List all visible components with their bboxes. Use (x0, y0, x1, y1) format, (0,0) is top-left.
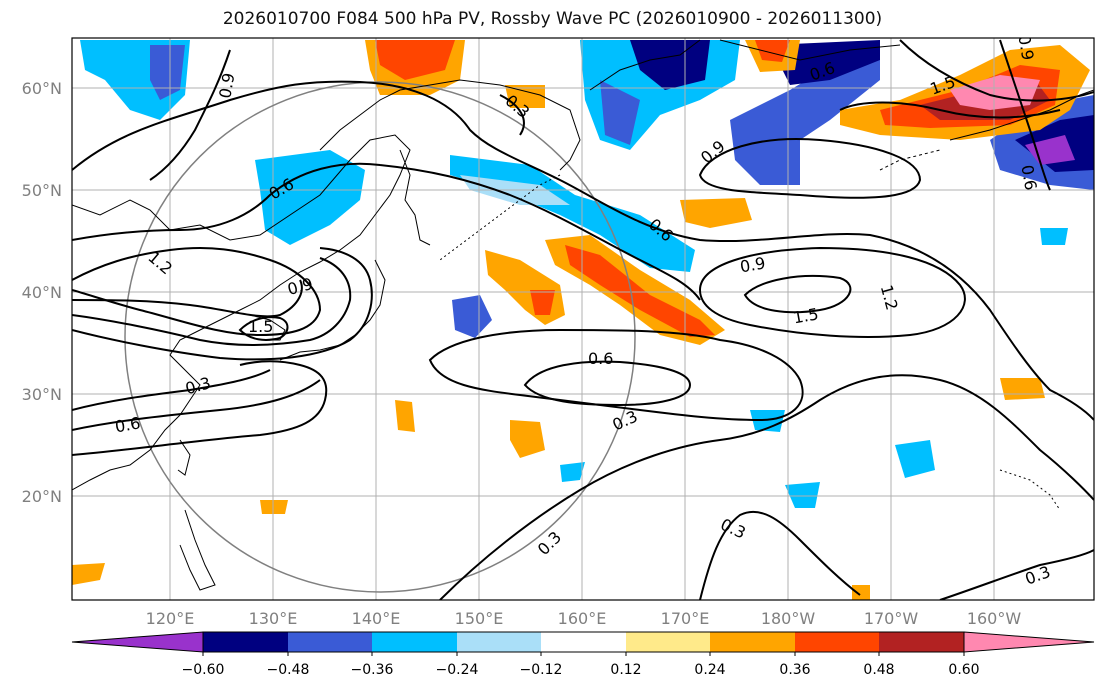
contour-label: 0.9 (1014, 33, 1037, 61)
anomaly-patch (680, 198, 752, 228)
x-axis-labels: 120°E 130°E 140°E 150°E 160°E 170°E 180°… (146, 609, 1022, 628)
y-tick-label: 50°N (22, 181, 62, 200)
anomaly-patch (730, 50, 880, 185)
contour-label: 0.6 (1017, 163, 1040, 191)
x-tick-label: 170°W (864, 609, 919, 628)
coastlines (72, 39, 1094, 591)
colorbar-segment (795, 632, 879, 652)
contour-label: 0.6 (113, 413, 141, 436)
colorbar-segment (626, 632, 710, 652)
colorbar-tick-label: −0.24 (436, 662, 479, 678)
colorbar-tick-label: −0.48 (267, 662, 310, 678)
anomaly-patch (1025, 135, 1075, 165)
pv-contours (72, 39, 1094, 600)
anomaly-patch (255, 150, 365, 245)
anomaly-patch (950, 75, 1040, 110)
y-tick-label: 60°N (22, 79, 62, 98)
y-axis-labels: 60°N 50°N 40°N 30°N 20°N (22, 79, 62, 506)
colorbar-tick-label: 0.24 (694, 662, 725, 678)
anomaly-patch (395, 400, 415, 432)
contour-label: 1.5 (792, 304, 820, 327)
anomaly-patch (785, 482, 820, 508)
contour-label: 0.9 (738, 253, 766, 276)
x-tick-label: 160°W (967, 609, 1022, 628)
anomaly-patch (852, 585, 870, 600)
colorbar-segment (288, 632, 372, 652)
colorbar: −0.60 −0.48 −0.36 −0.24 −0.12 0.12 0.24 … (71, 631, 1095, 678)
x-tick-label: 120°E (146, 609, 195, 628)
anomaly-patch (565, 245, 715, 337)
colorbar-segment (203, 632, 288, 652)
anomaly-patch (72, 563, 105, 585)
anomaly-patch (260, 500, 288, 514)
colorbar-tick-label: −0.12 (520, 662, 563, 678)
map-frame (71, 37, 1095, 601)
x-tick-label: 140°E (352, 609, 401, 628)
contour-label: 0.6 (588, 349, 613, 368)
y-tick-label: 40°N (22, 283, 62, 302)
colorbar-segment (541, 632, 626, 652)
anomaly-patch (600, 80, 640, 145)
anomaly-patch (630, 40, 710, 90)
colorbar-tick-label: −0.60 (182, 662, 225, 678)
anomaly-patch (150, 45, 185, 100)
shaded-anomalies (72, 40, 1094, 600)
x-tick-label: 160°E (558, 609, 607, 628)
anomaly-patch (510, 420, 545, 458)
anomaly-patch (1040, 228, 1068, 245)
anomaly-patch (755, 40, 790, 62)
y-tick-label: 30°N (22, 385, 62, 404)
reference-circle (124, 81, 636, 593)
graticule (72, 38, 1094, 600)
x-tick-label: 150°E (455, 609, 504, 628)
colorbar-tick-label: 0.12 (610, 662, 641, 678)
y-tick-label: 20°N (22, 487, 62, 506)
map-title: 2026010700 F084 500 hPa PV, Rossby Wave … (222, 9, 883, 29)
colorbar-under-arrow (71, 631, 204, 653)
anomaly-patch (1000, 378, 1045, 400)
colorbar-segment (372, 632, 457, 652)
anomaly-patch (895, 440, 935, 478)
x-tick-label: 170°E (661, 609, 710, 628)
colorbar-tick-label: 0.36 (779, 662, 810, 678)
x-tick-label: 180°W (761, 609, 816, 628)
anomaly-patch (530, 290, 555, 315)
anomaly-patch (560, 462, 585, 482)
anomaly-patch (505, 85, 545, 108)
anomaly-patch (750, 410, 785, 432)
contour-label: 0.9 (215, 71, 238, 99)
contour-label: 1.5 (248, 317, 273, 336)
colorbar-segment (879, 632, 964, 652)
colorbar-tick-label: 0.60 (948, 662, 979, 678)
colorbar-over-arrow (963, 631, 1095, 653)
anomaly-patch (452, 295, 492, 338)
colorbar-segment (710, 632, 795, 652)
colorbar-tick-label: 0.48 (863, 662, 894, 678)
colorbar-segment (457, 632, 541, 652)
colorbar-tick-label: −0.36 (351, 662, 394, 678)
anomaly-patch (375, 40, 455, 80)
x-tick-label: 130°E (249, 609, 298, 628)
